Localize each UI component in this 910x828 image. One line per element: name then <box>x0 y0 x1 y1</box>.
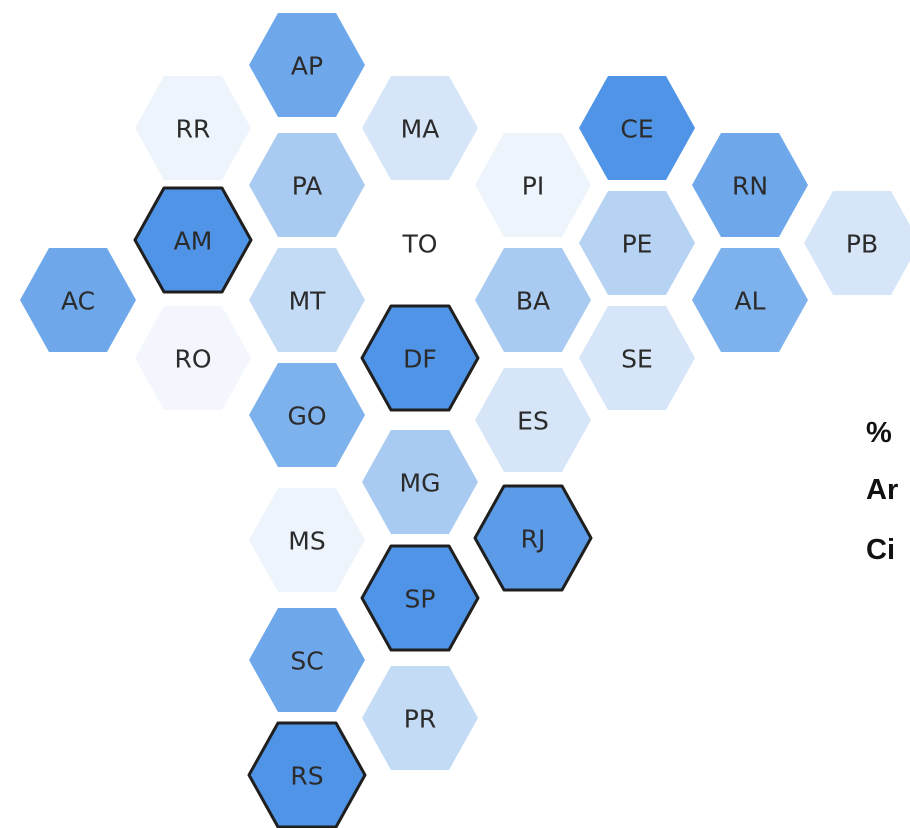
state-hex: CE <box>579 76 695 180</box>
state-label: MT <box>289 287 327 316</box>
hex-shape <box>249 488 365 592</box>
state-hex: ES <box>475 368 591 472</box>
hex-shape <box>362 666 478 770</box>
state-hex: AM <box>133 186 253 294</box>
state-label: ES <box>517 407 549 436</box>
state-hex: PE <box>579 191 695 295</box>
hex-shape <box>249 363 365 467</box>
state-label: PE <box>622 230 653 259</box>
state-label: MA <box>401 115 440 144</box>
state-label: AM <box>174 227 213 256</box>
state-label: SE <box>621 345 653 374</box>
state-hex: MA <box>362 76 478 180</box>
state-hex: RS <box>247 721 367 828</box>
state-hex: SC <box>249 608 365 712</box>
state-label: PB <box>846 230 878 259</box>
state-label: DF <box>403 345 437 374</box>
state-hex: RR <box>135 76 251 180</box>
hex-shape <box>135 76 251 180</box>
hex-shape <box>249 608 365 712</box>
hex-shape <box>362 430 478 534</box>
legend-text: % <box>866 417 892 449</box>
state-hex: AL <box>692 248 808 352</box>
state-label: AP <box>291 52 323 81</box>
hex-shape <box>475 368 591 472</box>
state-hex: SP <box>360 544 480 652</box>
hex-shape <box>249 248 365 352</box>
state-label: GO <box>287 402 326 431</box>
hex-shape <box>247 721 367 828</box>
state-hex: MT <box>249 248 365 352</box>
state-hex: SE <box>579 306 695 410</box>
state-hex: AP <box>249 13 365 117</box>
state-hex: PR <box>362 666 478 770</box>
state-label: MS <box>288 527 325 556</box>
hex-shape <box>362 76 478 180</box>
state-label: PI <box>522 172 544 201</box>
legend-text: Ar <box>866 474 898 506</box>
hex-shape <box>249 133 365 237</box>
hex-shape <box>475 133 591 237</box>
state-hex: RN <box>692 133 808 237</box>
state-label: PR <box>404 705 436 734</box>
state-hex: PB <box>804 191 910 295</box>
hex-shape <box>360 544 480 652</box>
state-hex: MG <box>362 430 478 534</box>
state-label: AC <box>61 287 95 316</box>
hex-shape <box>475 248 591 352</box>
state-hex: PI <box>475 133 591 237</box>
hex-shape <box>579 76 695 180</box>
hex-shape <box>20 248 136 352</box>
hex-shape <box>362 191 478 295</box>
state-hex: BA <box>475 248 591 352</box>
hex-shape <box>692 248 808 352</box>
state-hex: PA <box>249 133 365 237</box>
hex-shape <box>473 484 593 592</box>
state-label: BA <box>516 287 550 316</box>
hex-shape <box>804 191 910 295</box>
hex-shape <box>249 13 365 117</box>
state-hex: AC <box>20 248 136 352</box>
hex-shape <box>579 191 695 295</box>
legend-text: Ci <box>866 534 895 566</box>
state-hex: TO <box>362 191 478 295</box>
hex-shape <box>579 306 695 410</box>
state-hex: DF <box>360 304 480 412</box>
state-hex: GO <box>249 363 365 467</box>
hex-shape <box>360 304 480 412</box>
state-label: AL <box>734 287 765 316</box>
state-label: CE <box>620 115 653 144</box>
hex-shape <box>692 133 808 237</box>
state-label: RS <box>290 762 323 791</box>
state-hex: RO <box>135 306 251 410</box>
hex-shape <box>135 306 251 410</box>
state-label: RO <box>174 345 211 374</box>
state-label: SC <box>290 647 323 676</box>
hex-shape <box>133 186 253 294</box>
state-label: RJ <box>521 525 546 554</box>
state-hex: RJ <box>473 484 593 592</box>
state-label: PA <box>292 172 323 201</box>
state-label: RN <box>732 172 768 201</box>
state-label: RR <box>176 115 211 144</box>
state-label: TO <box>402 230 438 259</box>
state-label: MG <box>400 469 441 498</box>
state-hex: MS <box>249 488 365 592</box>
state-label: SP <box>405 585 436 614</box>
